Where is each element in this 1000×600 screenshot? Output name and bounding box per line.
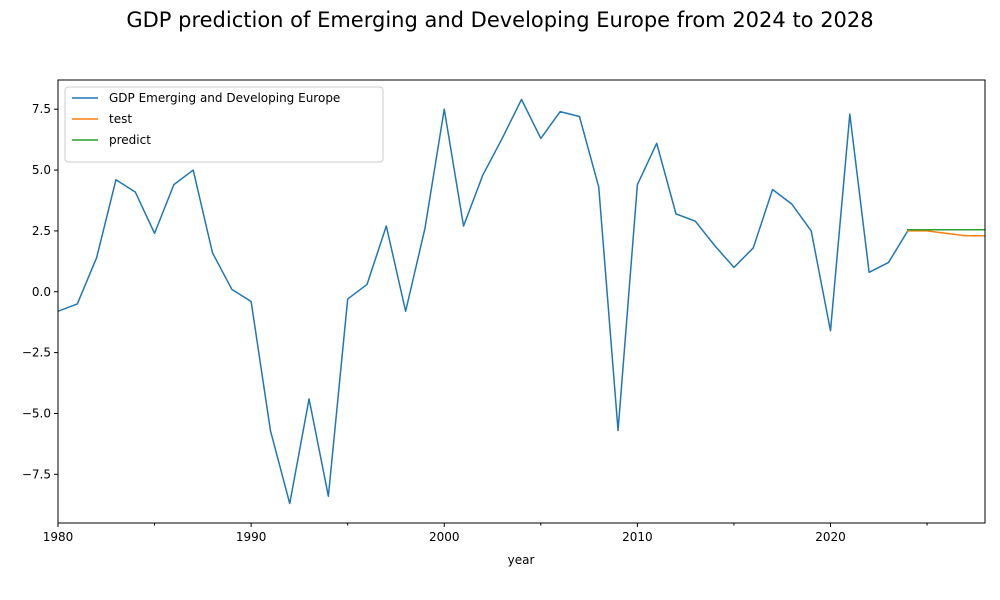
x-tick-label-2000: 2000 [429,530,460,544]
y-tick-label-4: 2.5 [32,224,51,238]
legend-label-1: test [109,112,132,126]
x-tick-label-2010: 2010 [622,530,653,544]
plot-frame [57,79,986,524]
y-tick-label-3: 0.0 [32,285,51,299]
series-line-gdp-emerging-and-developing-europe [58,98,909,505]
y-tick-label-2: −2.5 [22,346,51,360]
axes-layer: 1980 1990 2000 2010 2020 −7.5 −5.0 −2.5 0.0 2.5 5.… [22,102,928,544]
legend-label-0: GDP Emerging and Developing Europe [109,91,340,105]
x-tick-label-1990: 1990 [236,530,267,544]
y-tick-label-5: 5.0 [32,163,51,177]
x-tick-label-2020: 2020 [815,530,846,544]
x-axis-label: year [508,553,535,567]
series-line-test [907,230,985,237]
x-tick-label-1980: 1980 [43,530,74,544]
y-tick-label-0: −7.5 [22,467,51,481]
series-layer [58,98,985,505]
y-tick-label-6: 7.5 [32,102,51,116]
legend-label-2: predict [109,133,151,147]
chart-title: GDP prediction of Emerging and Developin… [126,8,874,32]
legend-box [64,86,384,163]
legend: GDP Emerging and Developing Europe test pr… [64,86,384,163]
y-tick-label-1: −5.0 [22,406,51,420]
